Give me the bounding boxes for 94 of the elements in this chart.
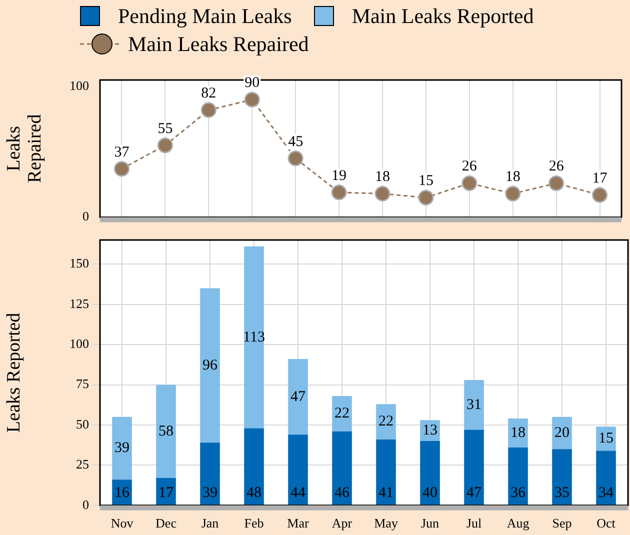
y-tick-label: 100 bbox=[70, 78, 89, 93]
data-label: 26 bbox=[462, 158, 478, 175]
data-label: 36 bbox=[510, 484, 526, 501]
bar bbox=[112, 416, 132, 480]
bar bbox=[200, 442, 220, 505]
bar bbox=[244, 246, 264, 428]
data-label: 22 bbox=[378, 414, 394, 430]
data-label: 17 bbox=[592, 170, 608, 186]
point bbox=[200, 102, 216, 118]
y-tick-label: 25 bbox=[76, 456, 89, 472]
data-label: 90 bbox=[244, 75, 260, 92]
y-tick-label: 75 bbox=[76, 376, 89, 392]
point bbox=[418, 190, 434, 206]
x-tick-label: Mar bbox=[287, 516, 310, 531]
data-label: 96 bbox=[202, 357, 218, 374]
bar bbox=[464, 430, 484, 505]
x-tick-label: Dec bbox=[156, 516, 177, 531]
data-label: 45 bbox=[288, 134, 304, 150]
legend-label: Main Leaks Reported bbox=[352, 4, 534, 28]
bar bbox=[332, 431, 352, 505]
y-tick-label: 0 bbox=[82, 496, 89, 512]
x-tick-label: Sep bbox=[552, 516, 572, 531]
data-label: 37 bbox=[114, 144, 130, 160]
bar bbox=[156, 384, 176, 478]
y-tick-label: 50 bbox=[76, 416, 89, 432]
point bbox=[157, 138, 173, 154]
x-tick-label: Jun bbox=[420, 516, 440, 531]
point bbox=[374, 186, 390, 202]
data-label: 40 bbox=[422, 484, 438, 501]
data-label: 15 bbox=[598, 430, 614, 447]
point bbox=[462, 175, 478, 191]
x-tick-label: Jul bbox=[466, 516, 482, 531]
data-label: 13 bbox=[422, 422, 438, 439]
data-label: 34 bbox=[598, 484, 614, 501]
point bbox=[244, 92, 260, 108]
data-label: 20 bbox=[554, 424, 570, 441]
bar bbox=[288, 359, 308, 435]
bar bbox=[200, 288, 220, 443]
bar bbox=[552, 449, 572, 505]
x-tick-label: Jan bbox=[201, 516, 220, 531]
bar bbox=[420, 441, 440, 505]
x-tick-label: May bbox=[374, 516, 398, 531]
data-label: 19 bbox=[332, 168, 347, 184]
bar bbox=[332, 396, 352, 432]
data-label: 55 bbox=[158, 120, 173, 137]
legend-label: Pending Main Leaks bbox=[118, 4, 292, 28]
bar bbox=[376, 439, 396, 505]
x-tick-label: Nov bbox=[110, 516, 134, 531]
data-label: 58 bbox=[158, 423, 174, 440]
x-tick-label: Apr bbox=[332, 516, 353, 531]
data-label: 26 bbox=[548, 158, 564, 175]
x-tick-label: Feb bbox=[244, 516, 264, 531]
bar bbox=[464, 380, 484, 430]
data-label: 18 bbox=[510, 424, 526, 441]
data-label: 16 bbox=[114, 484, 130, 501]
y-axis-title: Leaks Reported bbox=[3, 312, 24, 433]
data-label: 22 bbox=[334, 406, 350, 422]
data-label: 41 bbox=[378, 484, 394, 501]
x-tick-label: Oct bbox=[596, 516, 616, 531]
y-tick-label: 125 bbox=[70, 296, 89, 311]
data-label: 46 bbox=[334, 484, 350, 501]
y-axis-title: Leaks Repaired bbox=[3, 114, 46, 183]
bar bbox=[156, 478, 176, 505]
data-label: 47 bbox=[466, 484, 482, 501]
legend-label: Main Leaks Repaired bbox=[128, 32, 309, 56]
point bbox=[505, 186, 521, 202]
bar bbox=[376, 404, 396, 440]
data-label: 113 bbox=[243, 329, 265, 346]
point bbox=[592, 187, 608, 203]
data-label: 39 bbox=[202, 484, 218, 501]
y-tick-label: 0 bbox=[82, 208, 89, 224]
data-label: 18 bbox=[374, 169, 390, 186]
data-label: 48 bbox=[246, 484, 262, 501]
data-label: 31 bbox=[466, 396, 482, 413]
point bbox=[288, 150, 304, 166]
data-label: 15 bbox=[418, 173, 434, 190]
bar bbox=[552, 416, 572, 450]
data-label: 82 bbox=[201, 85, 216, 102]
bar bbox=[596, 450, 616, 505]
bar bbox=[508, 447, 528, 505]
data-label: 44 bbox=[290, 484, 306, 501]
data-label: 17 bbox=[158, 484, 174, 501]
data-label: 39 bbox=[114, 440, 130, 456]
y-tick-label: 100 bbox=[70, 336, 89, 351]
data-label: 35 bbox=[554, 484, 570, 501]
x-tick-label: Aug bbox=[506, 516, 530, 531]
point bbox=[548, 175, 564, 191]
y-tick-label: 150 bbox=[70, 256, 89, 271]
bar bbox=[244, 428, 264, 505]
point bbox=[331, 184, 347, 200]
bar bbox=[288, 434, 308, 505]
data-label: 18 bbox=[505, 169, 520, 186]
data-label: 47 bbox=[290, 388, 306, 405]
point bbox=[114, 161, 130, 177]
